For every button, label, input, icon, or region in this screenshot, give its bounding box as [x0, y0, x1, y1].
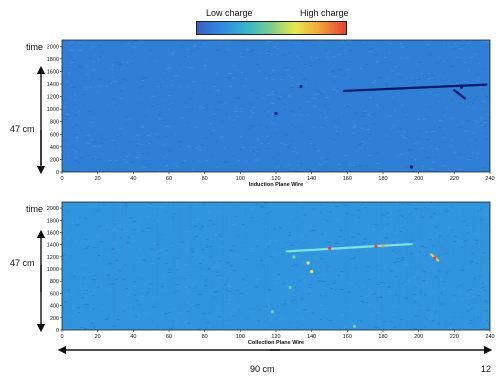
x-axis-label: Induction Plane Wire — [249, 182, 303, 188]
y-tick-label-400: 400 — [50, 145, 59, 151]
horizontal-length-label: 90 cm — [250, 364, 275, 374]
x-tick-label-240: 240 — [485, 176, 494, 182]
legend-low-label: Low charge — [206, 8, 253, 18]
y-tick-label-200: 200 — [50, 316, 59, 322]
y-tick-label-1400: 1400 — [47, 82, 59, 88]
hit-3 — [306, 261, 310, 265]
track-1 — [453, 89, 467, 100]
x-tick-label-180: 180 — [378, 334, 387, 340]
legend-high-label: High charge — [300, 8, 349, 18]
plot-background — [62, 40, 490, 172]
x-tick-label-180: 180 — [378, 176, 387, 182]
x-tick-label-40: 40 — [130, 176, 136, 182]
time-label-bottom: time — [26, 204, 44, 214]
hit-1 — [274, 111, 278, 116]
y-tick-label-400: 400 — [50, 304, 59, 310]
y-tick-label-2000: 2000 — [47, 206, 59, 212]
y-tick-label-1400: 1400 — [47, 243, 59, 249]
x-axis-label: Collection Plane Wire — [248, 340, 304, 346]
y-tick-label-0: 0 — [56, 328, 59, 334]
hit-1 — [374, 244, 378, 249]
hit-0 — [327, 246, 332, 250]
x-tick-label-100: 100 — [236, 176, 245, 182]
hit-6 — [288, 285, 292, 289]
x-tick-label-160: 160 — [343, 334, 352, 340]
x-tick-label-60: 60 — [166, 334, 172, 340]
hit-5 — [292, 255, 296, 259]
hit-2 — [409, 165, 414, 169]
x-tick-label-0: 0 — [60, 176, 63, 182]
y-tick-label-1600: 1600 — [47, 230, 59, 236]
y-tick-label-2000: 2000 — [47, 44, 59, 50]
collection-plane-chart: 0 20 40 60 80 100 120 140 160 180 200 220 240 0 200 400… — [47, 201, 495, 346]
track-0 — [342, 83, 488, 93]
plot-background — [62, 202, 490, 330]
y-tick-label-1200: 1200 — [47, 95, 59, 101]
y-tick-label-1000: 1000 — [47, 267, 59, 273]
hit-0 — [299, 84, 303, 89]
x-tick-label-120: 120 — [271, 334, 280, 340]
x-tick-label-0: 0 — [60, 334, 63, 340]
y-tick-label-600: 600 — [50, 132, 59, 138]
x-tick-label-20: 20 — [95, 334, 101, 340]
x-tick-label-220: 220 — [450, 176, 459, 182]
noise-texture — [62, 40, 490, 172]
x-tick-label-20: 20 — [95, 176, 101, 182]
y-tick-label-1800: 1800 — [47, 57, 59, 63]
y-tick-label-200: 200 — [50, 157, 59, 163]
corner-number-label: 12 — [481, 364, 492, 374]
x-tick-label-240: 240 — [485, 334, 494, 340]
y-tick-label-0: 0 — [56, 170, 59, 176]
induction-plane-chart: 0 20 40 60 80 100 120 140 160 180 200 220 240 0 200 400… — [47, 39, 495, 188]
noise-texture — [62, 202, 490, 330]
hit-4 — [310, 269, 314, 274]
x-tick-label-160: 160 — [343, 176, 352, 182]
x-tick-label-40: 40 — [130, 334, 136, 340]
x-tick-label-140: 140 — [307, 334, 316, 340]
vertical-length-label-top: 47 cm — [10, 124, 35, 134]
hit-8 — [270, 310, 275, 314]
x-tick-label-120: 120 — [271, 176, 280, 182]
hit-9 — [433, 256, 437, 260]
x-tick-label-220: 220 — [450, 334, 459, 340]
vertical-length-label-bottom: 47 cm — [10, 258, 35, 268]
y-tick-label-1800: 1800 — [47, 218, 59, 224]
hit-2 — [381, 244, 385, 248]
hit-7 — [352, 324, 357, 328]
y-tick-label-800: 800 — [50, 120, 59, 126]
y-tick-label-1000: 1000 — [47, 107, 59, 113]
charge-colorbar — [196, 21, 347, 35]
x-tick-label-200: 200 — [414, 176, 423, 182]
x-tick-label-80: 80 — [202, 176, 208, 182]
track-0 — [285, 242, 413, 253]
y-tick-label-1600: 1600 — [47, 69, 59, 75]
hit-3 — [459, 85, 464, 89]
x-tick-label-60: 60 — [166, 176, 172, 182]
y-tick-label-1200: 1200 — [47, 255, 59, 261]
y-tick-label-600: 600 — [50, 291, 59, 297]
x-tick-label-200: 200 — [414, 334, 423, 340]
x-tick-label-80: 80 — [202, 334, 208, 340]
y-tick-label-800: 800 — [50, 279, 59, 285]
x-tick-label-100: 100 — [236, 334, 245, 340]
x-tick-label-140: 140 — [307, 176, 316, 182]
time-label-top: time — [26, 42, 44, 52]
